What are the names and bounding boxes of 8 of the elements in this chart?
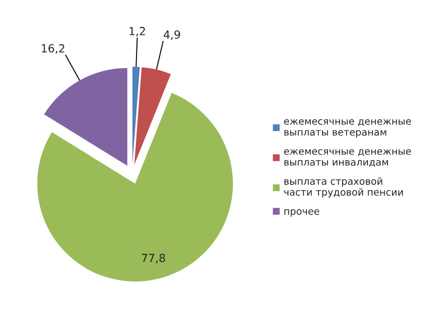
data-label: 77,8 — [142, 254, 166, 264]
legend-label: ежемесячные денежные выплаты инвалидам — [284, 149, 411, 167]
data-label: 16,2 — [42, 44, 64, 54]
data-label: 4,9 — [164, 30, 180, 40]
legend-label: прочее — [284, 209, 320, 217]
legend-label: ежемесячные денежные выплаты ветеранам — [284, 119, 411, 138]
legend-label: выплата страховой части трудовой пенсии — [284, 177, 403, 198]
data-label: 1,2 — [130, 26, 145, 36]
